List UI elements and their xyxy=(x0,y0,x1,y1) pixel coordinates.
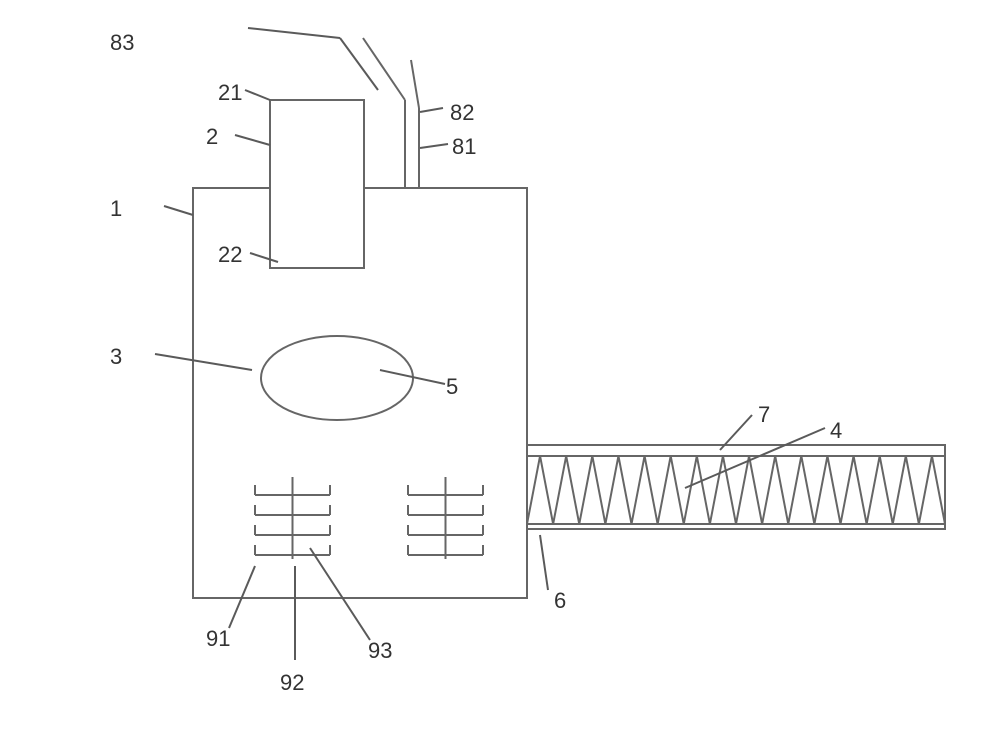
callout-label-7: 7 xyxy=(758,402,770,428)
diagram-svg xyxy=(0,0,1000,738)
callout-label-22: 22 xyxy=(218,242,242,268)
technical-diagram: 1 2 3 4 5 6 7 21 22 81 82 83 91 92 93 xyxy=(0,0,1000,738)
callout-label-1: 1 xyxy=(110,196,122,222)
callout-label-83: 83 xyxy=(110,30,134,56)
callout-label-5: 5 xyxy=(446,374,458,400)
callout-label-6: 6 xyxy=(554,588,566,614)
callout-label-4: 4 xyxy=(830,418,842,444)
callout-label-93: 93 xyxy=(368,638,392,664)
callout-label-82: 82 xyxy=(450,100,474,126)
callout-label-81: 81 xyxy=(452,134,476,160)
callout-label-92: 92 xyxy=(280,670,304,696)
callout-label-3: 3 xyxy=(110,344,122,370)
callout-label-21: 21 xyxy=(218,80,242,106)
callout-label-2: 2 xyxy=(206,124,218,150)
callout-label-91: 91 xyxy=(206,626,230,652)
